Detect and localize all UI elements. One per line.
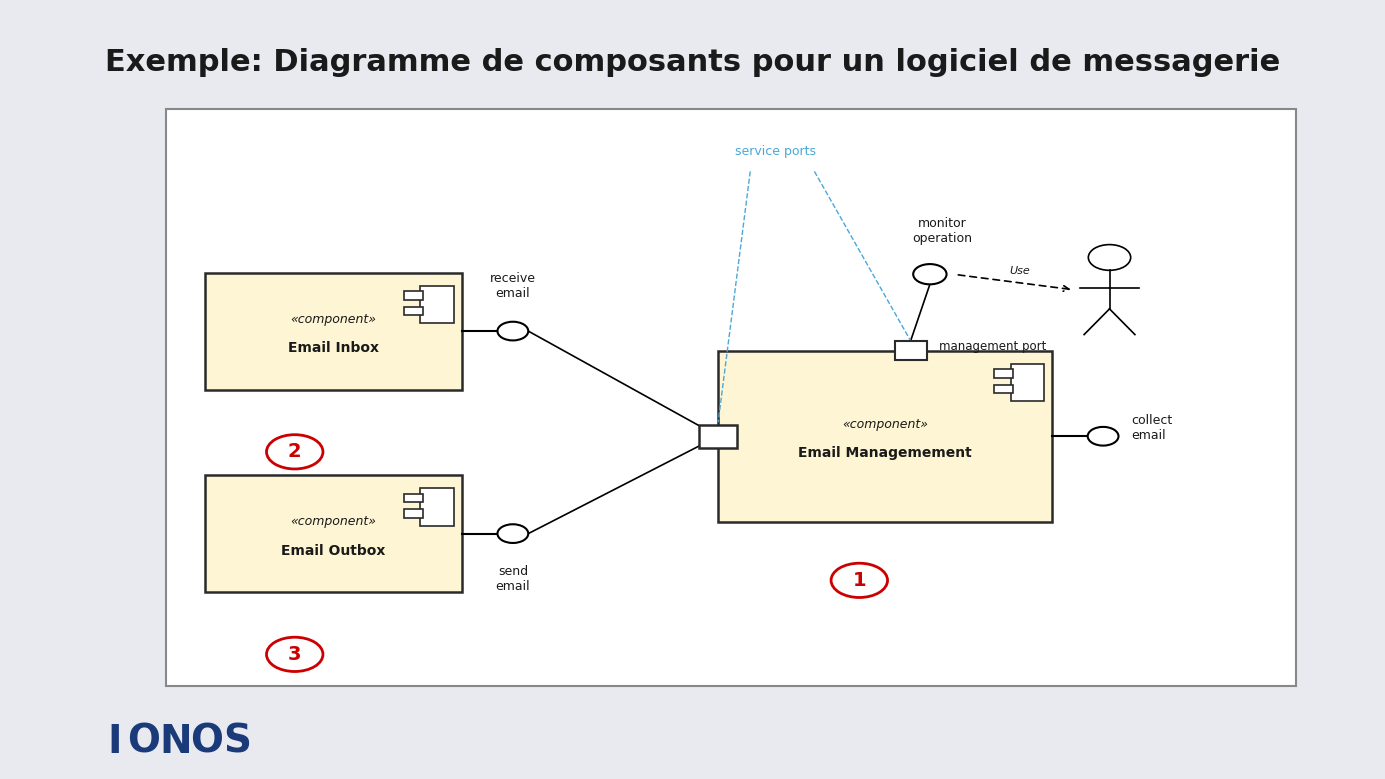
Circle shape [913, 264, 946, 284]
Text: 2: 2 [288, 442, 302, 461]
Text: N: N [159, 723, 191, 760]
Circle shape [1087, 427, 1119, 446]
Circle shape [266, 637, 323, 671]
Text: management port: management port [939, 340, 1046, 353]
Text: «component»: «component» [291, 313, 377, 326]
Circle shape [1089, 245, 1130, 270]
Circle shape [831, 563, 888, 597]
FancyBboxPatch shape [404, 509, 422, 518]
Circle shape [497, 524, 528, 543]
Text: O: O [190, 723, 223, 760]
Text: S: S [223, 723, 251, 760]
Text: I: I [108, 723, 122, 760]
Text: monitor
operation: monitor operation [913, 217, 972, 245]
FancyBboxPatch shape [166, 109, 1295, 686]
FancyBboxPatch shape [404, 494, 422, 502]
FancyBboxPatch shape [1011, 364, 1044, 401]
FancyBboxPatch shape [205, 475, 461, 592]
Text: service ports: service ports [735, 146, 816, 158]
FancyBboxPatch shape [404, 291, 422, 300]
Text: collect
email: collect email [1132, 414, 1173, 442]
Text: send
email: send email [496, 565, 530, 593]
Text: 1: 1 [853, 571, 866, 590]
Text: Email Outbox: Email Outbox [281, 544, 385, 558]
FancyBboxPatch shape [421, 488, 454, 526]
Text: «component»: «component» [842, 418, 928, 431]
Text: «component»: «component» [291, 516, 377, 528]
Circle shape [266, 435, 323, 469]
FancyBboxPatch shape [994, 369, 1014, 378]
FancyBboxPatch shape [719, 351, 1051, 522]
Circle shape [497, 322, 528, 340]
FancyBboxPatch shape [205, 273, 461, 390]
Text: receive
email: receive email [490, 272, 536, 300]
Text: Exemple: Diagramme de composants pour un logiciel de messagerie: Exemple: Diagramme de composants pour un… [105, 48, 1280, 77]
Text: O: O [127, 723, 159, 760]
Text: Use: Use [1010, 266, 1030, 276]
FancyBboxPatch shape [421, 286, 454, 323]
Text: 3: 3 [288, 645, 302, 664]
Text: Email Managemement: Email Managemement [798, 446, 972, 460]
Text: Email Inbox: Email Inbox [288, 341, 378, 355]
FancyBboxPatch shape [994, 385, 1014, 393]
FancyBboxPatch shape [895, 340, 927, 360]
FancyBboxPatch shape [404, 307, 422, 315]
FancyBboxPatch shape [699, 425, 737, 448]
